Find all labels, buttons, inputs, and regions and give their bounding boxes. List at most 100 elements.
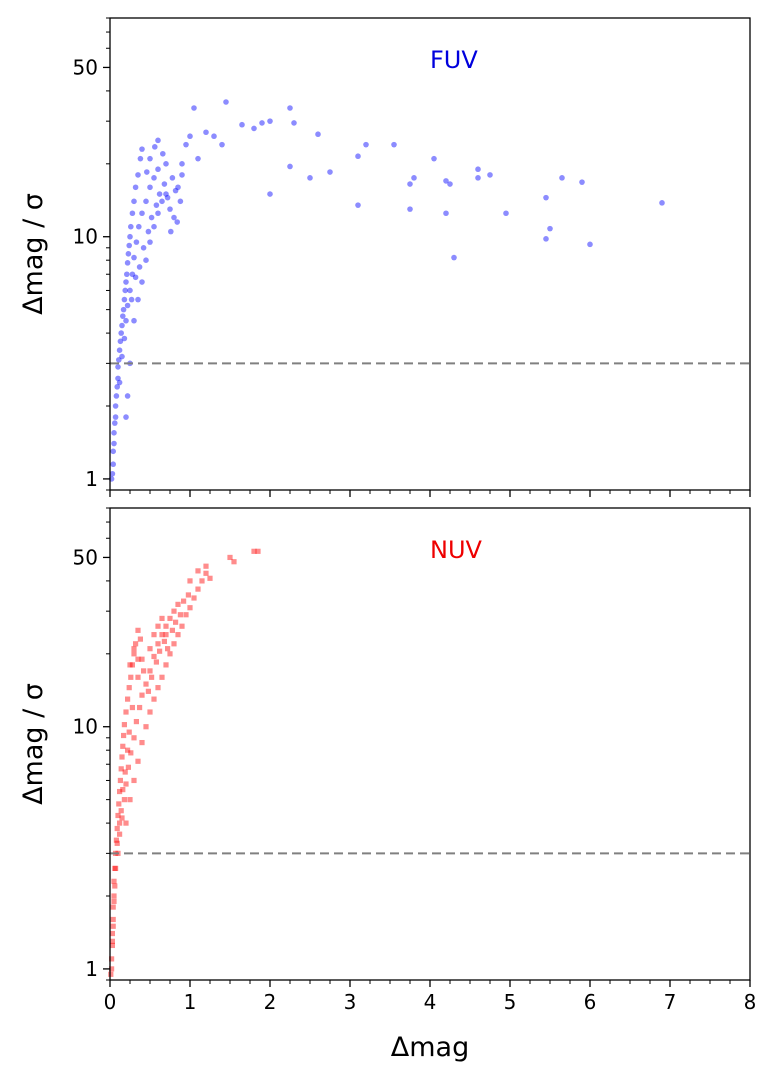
fuv-data-point <box>447 181 453 187</box>
nuv-x-tick-label: 3 <box>344 990 357 1014</box>
nuv-data-point <box>149 674 155 680</box>
fuv-data-point <box>155 210 161 217</box>
fuv-data-point <box>259 120 265 126</box>
nuv-data-point <box>121 722 127 728</box>
fuv-data-point <box>168 228 174 235</box>
nuv-data-point <box>163 662 169 668</box>
nuv-data-point <box>203 570 209 576</box>
fuv-data-point <box>113 393 120 399</box>
nuv-data-point <box>203 563 209 569</box>
fuv-data-point <box>167 206 173 212</box>
fuv-data-point <box>140 245 147 251</box>
fuv-data-point <box>211 133 217 140</box>
fuv-data-point <box>124 302 131 309</box>
nuv-data-point <box>143 724 149 730</box>
fuv-data-point <box>132 184 139 191</box>
nuv-data-point <box>113 865 119 872</box>
nuv-data-point <box>119 815 125 821</box>
fuv-data-point <box>183 141 189 148</box>
nuv-data-point <box>117 788 123 795</box>
nuv-data-point <box>175 601 181 607</box>
fuv-data-point <box>407 181 413 187</box>
fuv-data-point <box>327 169 333 175</box>
fuv-y-tick-label: 1 <box>85 467 98 491</box>
fuv-data-point <box>175 184 181 191</box>
nuv-data-point <box>119 754 125 760</box>
nuv-data-point <box>125 764 131 770</box>
fuv-data-point <box>559 175 565 181</box>
nuv-data-point <box>195 568 201 574</box>
fuv-data-point <box>659 200 665 206</box>
fuv-data-point <box>431 155 437 162</box>
nuv-data-point <box>171 641 177 647</box>
fuv-data-point <box>547 225 553 232</box>
nuv-data-point <box>112 883 118 889</box>
fuv-data-point <box>160 150 166 157</box>
nuv-data-point <box>111 898 117 905</box>
nuv-data-point <box>108 971 114 977</box>
nuv-data-point <box>133 641 139 647</box>
fuv-panel: 1 10 50 FUV Δmag / σ <box>18 17 751 497</box>
fuv-data-point <box>127 287 133 294</box>
fuv-data-point <box>267 191 273 197</box>
nuv-x-tick-label: 8 <box>744 990 757 1014</box>
nuv-data-point <box>131 646 137 652</box>
nuv-x-tick-label: 7 <box>664 990 677 1014</box>
fuv-data-point <box>151 175 157 181</box>
fuv-y-tick-label: 50 <box>73 55 98 79</box>
fuv-data-point <box>135 296 141 303</box>
fuv-data-point <box>112 414 119 420</box>
fuv-data-point <box>153 202 160 208</box>
nuv-points <box>108 548 261 977</box>
nuv-data-point <box>155 641 161 647</box>
nuv-data-point <box>147 668 153 674</box>
fuv-data-point <box>163 161 169 167</box>
fuv-data-point <box>115 375 121 382</box>
fuv-data-point <box>579 179 585 185</box>
nuv-data-point <box>114 825 120 832</box>
nuv-data-point <box>163 623 169 629</box>
nuv-data-point <box>177 612 183 618</box>
fuv-data-point <box>287 163 293 170</box>
fuv-points <box>108 99 665 482</box>
fuv-data-point <box>164 194 171 201</box>
fuv-data-point <box>177 198 184 205</box>
fuv-data-point <box>129 210 136 217</box>
nuv-data-point <box>112 865 118 872</box>
fuv-data-point <box>203 129 209 136</box>
nuv-data-point <box>123 709 129 715</box>
nuv-data-point <box>128 674 134 680</box>
fuv-data-point <box>487 172 493 178</box>
nuv-data-point <box>127 662 133 668</box>
nuv-data-point <box>109 966 115 972</box>
nuv-data-point <box>153 659 159 665</box>
fuv-data-point <box>161 181 168 187</box>
nuv-data-point <box>147 709 153 715</box>
nuv-data-point <box>117 820 123 826</box>
nuv-data-point <box>120 787 126 793</box>
nuv-data-point <box>139 656 145 662</box>
nuv-data-point <box>117 831 123 837</box>
nuv-data-point <box>131 777 137 784</box>
fuv-data-point <box>118 330 124 336</box>
fuv-data-point <box>111 430 117 436</box>
nuv-data-point <box>143 681 149 687</box>
nuv-data-point <box>147 646 153 652</box>
nuv-data-point <box>191 595 197 601</box>
nuv-data-point <box>131 651 137 657</box>
fuv-data-point <box>119 353 125 360</box>
fuv-data-point <box>287 105 293 111</box>
nuv-data-point <box>171 608 177 614</box>
nuv-data-point <box>135 758 141 764</box>
fuv-data-point <box>136 264 143 270</box>
nuv-data-point <box>165 646 171 652</box>
nuv-panel-label: NUV <box>430 536 483 564</box>
nuv-data-point <box>135 656 141 662</box>
fuv-data-point <box>152 144 158 150</box>
fuv-data-point <box>128 296 135 303</box>
fuv-data-point <box>503 210 509 217</box>
nuv-data-point <box>121 732 127 739</box>
nuv-data-point <box>151 696 157 702</box>
